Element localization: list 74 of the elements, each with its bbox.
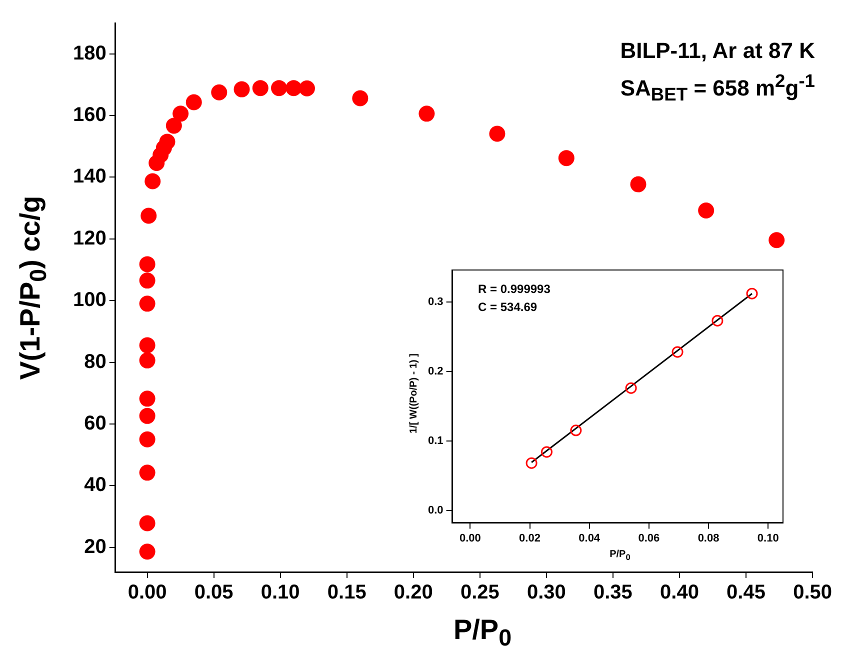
point	[234, 81, 250, 98]
x-tick-label: 0.00	[459, 532, 481, 544]
y-tick-label: 120	[72, 227, 106, 250]
x-tick-label: 0.05	[194, 582, 234, 604]
x-tick-label: 0.08	[698, 532, 720, 544]
x-tick-label: 0.20	[394, 582, 433, 604]
annotation: SA$_{BET}$ = 658 m$^{2}$g$^{-1}$	[620, 69, 815, 107]
y-axis-title: 1/[ W((Po/P) - 1) ]	[408, 353, 420, 433]
point	[698, 202, 714, 219]
y-tick-label: 40	[84, 474, 106, 496]
annotation: C = 534.69	[478, 299, 538, 316]
point	[139, 390, 156, 407]
point	[625, 382, 637, 394]
point	[298, 80, 315, 96]
x-tick-label: 0.04	[578, 532, 601, 544]
y-tick-label: 60	[84, 412, 106, 434]
point	[139, 337, 156, 354]
point	[139, 544, 156, 560]
point	[672, 346, 684, 358]
y-tick-label: 160	[72, 104, 106, 126]
y-tick-label: 20	[84, 536, 106, 558]
point	[286, 80, 302, 96]
point	[570, 424, 582, 436]
point	[768, 232, 785, 248]
point	[139, 464, 156, 481]
x-tick-label: 0.10	[757, 532, 779, 544]
x-tick-label: 0.06	[638, 532, 660, 544]
point	[252, 80, 268, 96]
y-tick-label: 80	[84, 350, 106, 373]
x-tick-label: 0.30	[526, 582, 566, 604]
point	[139, 515, 156, 532]
x-tick-label: 0.40	[660, 582, 699, 604]
point	[166, 118, 182, 134]
y-tick-label: 0.2	[428, 365, 444, 378]
point	[526, 457, 538, 469]
point	[139, 256, 156, 272]
point	[211, 84, 228, 100]
x-tick-label: 0.15	[327, 582, 366, 604]
y-tick-label: 0.3	[428, 296, 444, 308]
point	[630, 176, 646, 192]
x-tick-label: 0.45	[726, 582, 766, 604]
annotation: BILP-11, Ar at 87 K	[620, 37, 815, 65]
y-tick-label: 140	[72, 166, 106, 188]
x-tick-label: 0.35	[593, 582, 632, 604]
point	[558, 150, 574, 166]
x-tick-label: 0.00	[128, 582, 167, 604]
point	[172, 106, 189, 122]
point	[159, 134, 176, 150]
point	[139, 272, 156, 289]
point	[352, 90, 368, 106]
point	[712, 314, 724, 326]
y-tick-label: 100	[72, 289, 106, 312]
y-tick-label: 180	[72, 42, 106, 64]
x-tick-label: 0.02	[519, 532, 540, 544]
annotation: R = 0.999993	[478, 281, 550, 298]
x-axis-title: P/P$_{0}$	[608, 548, 632, 564]
x-axis-title: P/P$_{0}$	[452, 613, 513, 652]
x-tick-label: 0.10	[260, 582, 300, 604]
x-tick-label: 0.25	[460, 582, 500, 604]
point	[139, 408, 156, 424]
point	[139, 431, 156, 448]
y-tick-label: 0.1	[428, 434, 444, 447]
point	[139, 352, 156, 368]
point	[489, 126, 506, 142]
y-tick-label: 0.0	[428, 504, 444, 516]
point	[140, 208, 157, 224]
x-tick-label: 0.50	[793, 582, 832, 604]
point	[139, 296, 156, 312]
point	[186, 94, 202, 110]
point	[746, 288, 758, 300]
point	[540, 446, 552, 458]
point	[271, 80, 288, 96]
point	[418, 106, 435, 122]
point	[144, 173, 161, 190]
